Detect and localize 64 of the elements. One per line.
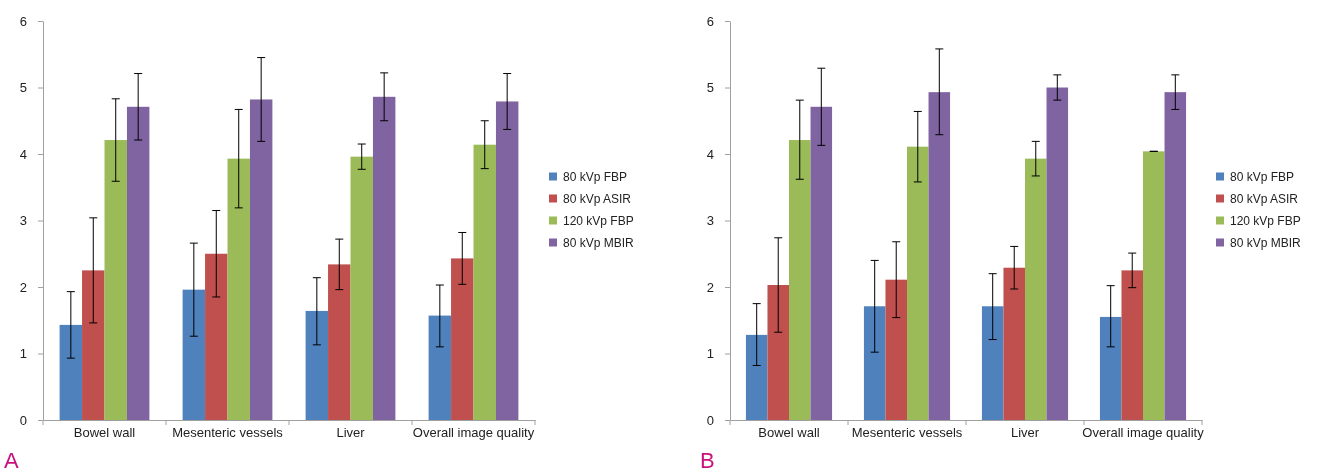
bar (981, 306, 1004, 420)
bar (227, 158, 250, 420)
bar (1164, 92, 1187, 420)
bar (428, 315, 452, 420)
legend-label: 80 kVp ASIR (563, 191, 632, 206)
y-tick-label: 1 (706, 346, 714, 362)
bar (1003, 267, 1025, 420)
y-tick-label: 2 (19, 279, 27, 295)
bar (810, 106, 833, 420)
y-tick-label: 4 (706, 146, 714, 162)
legend-label: 80 kVp MBIR (563, 235, 635, 250)
bar (126, 106, 150, 420)
legend-label: 120 kVp FBP (563, 213, 634, 228)
bar (767, 285, 789, 420)
bar (328, 264, 351, 420)
y-tick-label: 1 (19, 346, 27, 362)
bar (863, 306, 886, 420)
bar (182, 289, 206, 420)
legend-label: 80 kVp ASIR (1230, 191, 1299, 206)
y-tick-label: 2 (706, 279, 714, 295)
x-tick-label: Bowel wall (73, 425, 136, 440)
bar (1099, 316, 1122, 420)
bar (350, 156, 373, 420)
legend-label: 80 kVp MBIR (1230, 235, 1302, 250)
bar (928, 92, 951, 420)
bar (1143, 151, 1165, 420)
y-tick-label: 5 (19, 80, 27, 96)
bar (451, 258, 474, 420)
bar (104, 140, 127, 420)
bar (745, 334, 768, 420)
bar (1046, 87, 1069, 420)
bar (305, 310, 329, 420)
text: B (700, 448, 715, 473)
x-tick-label: Liver (1010, 425, 1040, 440)
x-tick-label: Mesenteric vessels (851, 425, 963, 440)
bar (789, 140, 811, 420)
y-tick-label: 6 (706, 13, 714, 29)
bar (205, 253, 228, 420)
bar (1025, 158, 1047, 420)
bar (59, 324, 83, 420)
x-tick-label: Mesenteric vessels (172, 425, 284, 440)
y-tick-label: 3 (19, 213, 27, 229)
x-tick-label: Liver (336, 425, 366, 440)
y-tick-label: 0 (19, 412, 27, 428)
bar (495, 101, 519, 420)
x-tick-label: Overall image quality (412, 425, 535, 440)
x-tick-label: Bowel wall (758, 425, 820, 440)
legend-label: 80 kVp FBP (563, 169, 628, 184)
y-tick-label: 6 (19, 13, 27, 29)
bar (82, 270, 105, 420)
y-tick-label: 4 (19, 146, 27, 162)
legend-label: 120 kVp FBP (1230, 213, 1301, 228)
bar (1121, 270, 1143, 420)
x-tick-label: Overall image quality (1082, 425, 1205, 440)
bar (907, 146, 929, 420)
y-tick-label: 3 (706, 213, 714, 229)
bar (372, 96, 396, 420)
bar (885, 279, 907, 420)
bar (249, 99, 273, 420)
bar (473, 144, 496, 420)
y-tick-label: 5 (706, 80, 714, 96)
y-tick-label: 0 (706, 412, 714, 428)
legend-label: 80 kVp FBP (1230, 169, 1295, 184)
text: A (4, 448, 19, 473)
